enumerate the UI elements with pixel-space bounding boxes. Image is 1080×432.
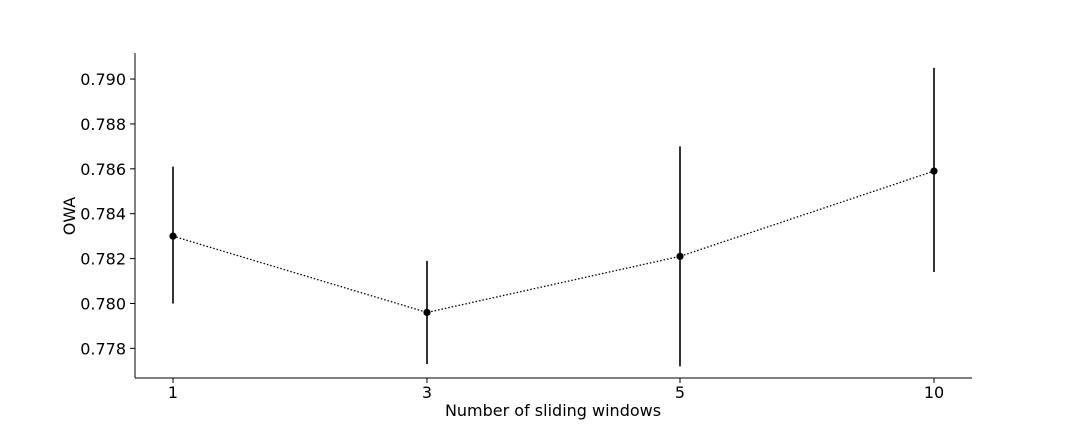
x-tick-label: 5 <box>675 383 685 402</box>
y-tick-label: 0.790 <box>80 70 126 89</box>
data-point <box>169 232 177 240</box>
y-tick-label: 0.780 <box>80 294 126 313</box>
y-ticks: 0.778 0.780 0.782 0.784 0.786 0.788 0.790 <box>80 70 135 358</box>
x-tick-label: 1 <box>168 383 178 402</box>
series-line <box>172 170 935 314</box>
y-tick-label: 0.784 <box>80 205 126 224</box>
y-axis-label: OWA <box>60 197 79 236</box>
x-tick-label: 3 <box>422 383 432 402</box>
series-layer <box>169 67 938 367</box>
y-tick-label: 0.786 <box>80 160 126 179</box>
x-ticks: 1 3 5 10 <box>168 378 944 402</box>
x-axis-label: Number of sliding windows <box>445 401 661 420</box>
data-point <box>676 252 684 260</box>
data-point <box>930 167 938 175</box>
x-tick-label: 10 <box>924 383 944 402</box>
y-tick-label: 0.778 <box>80 339 126 358</box>
y-tick-label: 0.782 <box>80 250 126 269</box>
data-point <box>423 308 431 317</box>
y-tick-label: 0.788 <box>80 115 126 134</box>
